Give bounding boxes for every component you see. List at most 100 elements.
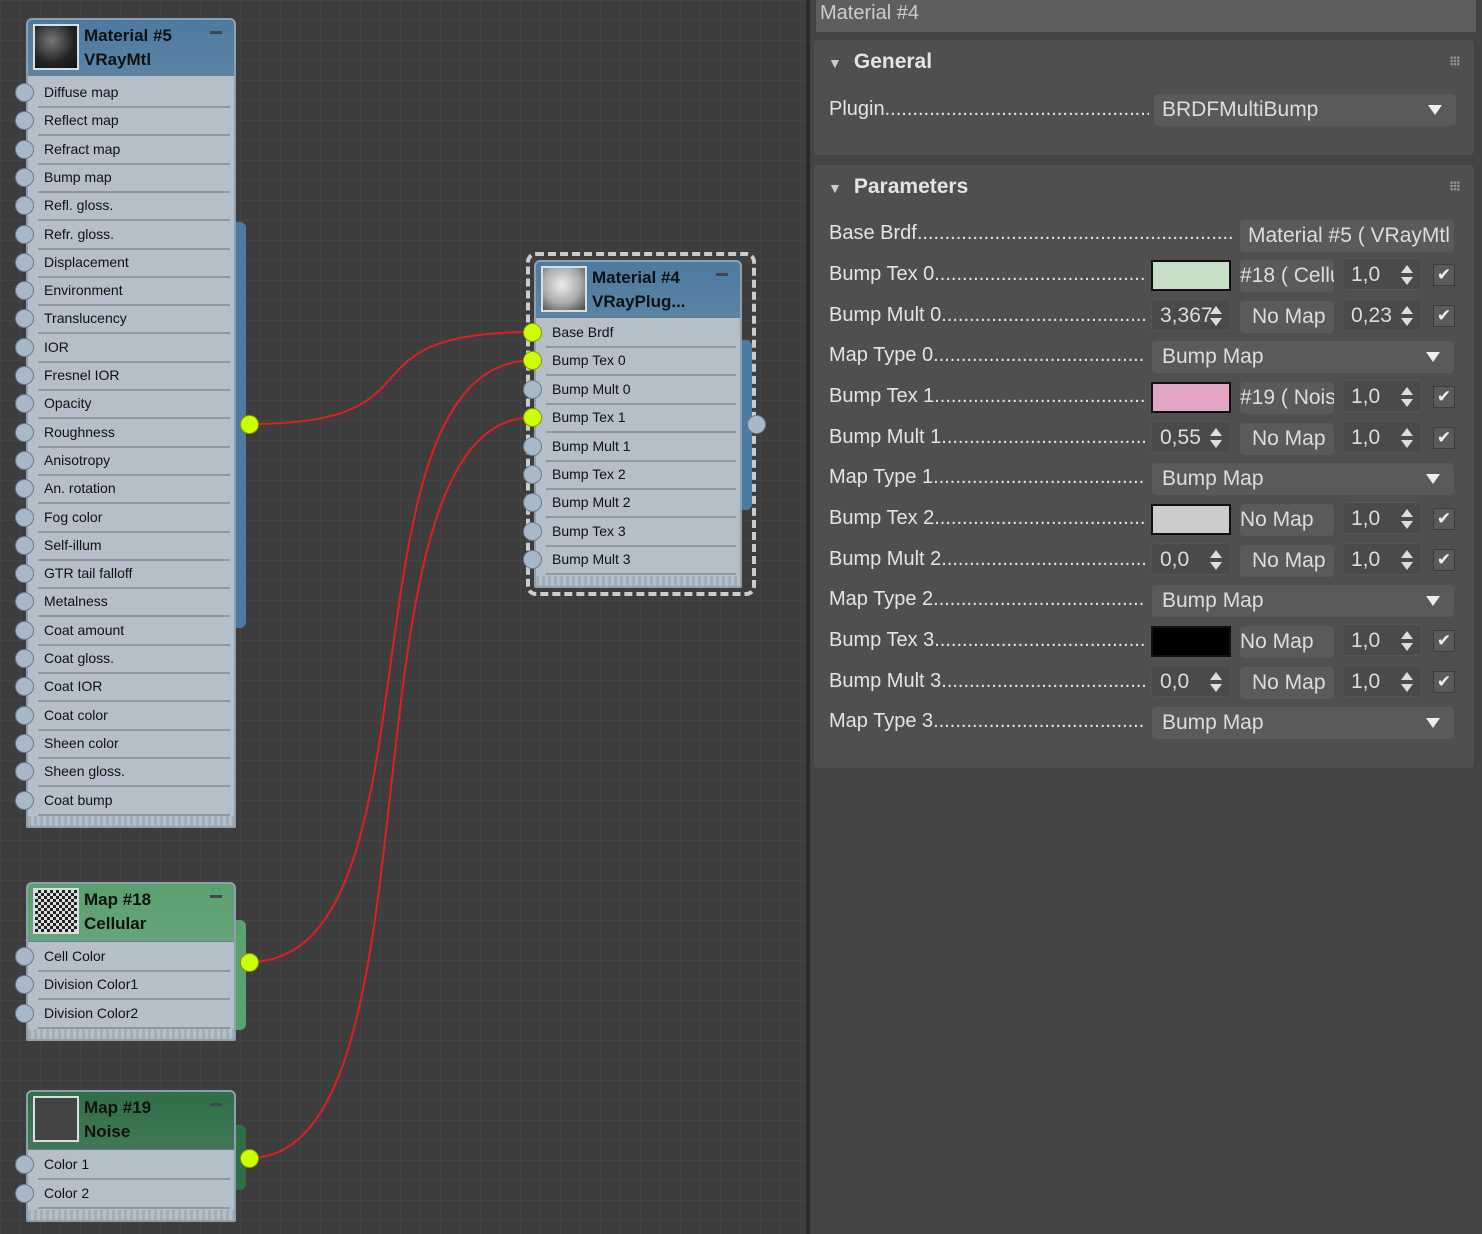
spinner-down-icon[interactable] [1401,684,1413,692]
enable-checkbox[interactable]: ✔ [1433,549,1455,571]
enable-checkbox[interactable]: ✔ [1433,386,1455,408]
slot-row[interactable]: Diffuse map [38,80,230,108]
numeric-spinner[interactable]: 1,0 [1342,258,1422,290]
input-socket[interactable] [523,493,542,513]
spinner-down-icon[interactable] [1210,562,1222,570]
rollout-parameters-header[interactable]: ▼ Parameters [828,175,968,199]
numeric-spinner[interactable]: 1,0 [1342,665,1422,697]
slot-row[interactable]: Bump Tex 0 [546,348,736,377]
slot-row[interactable]: Coat bump [38,788,230,816]
enable-checkbox[interactable]: ✔ [1433,305,1455,327]
input-socket[interactable] [15,705,34,725]
slot-row[interactable]: An. rotation [38,476,230,505]
map-type-dropdown[interactable]: Bump Map [1152,341,1454,373]
output-socket[interactable] [240,953,259,972]
numeric-spinner[interactable]: 1,0 [1342,502,1422,534]
slot-row[interactable]: Bump Mult 1 [546,434,736,462]
slot-row[interactable]: Color 2 [38,1181,230,1209]
texture-map-button[interactable]: No Map [1240,504,1334,536]
slot-row[interactable]: Coat IOR [38,674,230,703]
spinner-down-icon[interactable] [1210,684,1222,692]
resize-grip[interactable] [28,1209,234,1220]
slot-row[interactable]: Environment [38,278,230,307]
input-socket[interactable] [15,733,34,753]
mult-map-button[interactable]: No Map [1240,545,1334,577]
input-socket[interactable] [15,422,34,442]
input-socket[interactable] [15,224,34,244]
input-socket[interactable] [15,1155,34,1174]
output-socket[interactable] [747,415,766,434]
slot-row[interactable]: Division Color1 [38,972,230,1001]
enable-checkbox[interactable]: ✔ [1433,671,1455,693]
spinner-down-icon[interactable] [1401,399,1413,407]
numeric-spinner[interactable]: 0,55 [1151,421,1231,453]
spinner-up-icon[interactable] [1210,306,1222,314]
color-swatch[interactable] [1151,260,1231,291]
map-type-dropdown[interactable]: Bump Map [1152,585,1454,617]
slot-row[interactable]: Refract map [38,137,230,165]
texture-map-button[interactable]: No Map [1240,626,1334,658]
slot-row[interactable]: Base Brdf [546,320,736,348]
input-socket[interactable] [15,309,34,329]
mult-map-button[interactable]: No Map [1240,667,1334,699]
wire-map19-to-mat4[interactable] [248,416,534,1159]
input-socket[interactable] [15,366,34,385]
rollout-general-header[interactable]: ▼ General [828,50,932,74]
input-socket[interactable] [15,564,34,584]
input-socket[interactable] [15,677,34,697]
input-socket[interactable] [15,1183,34,1203]
input-socket[interactable] [523,465,542,484]
spinner-up-icon[interactable] [1401,672,1413,680]
node-editor-canvas[interactable]: Material #5 VRayMtl Diffuse map Reflect map… [0,0,806,1234]
slot-row[interactable]: GTR tail falloff [38,561,230,590]
slot-row[interactable]: Opacity [38,391,230,420]
slot-row[interactable]: Bump Mult 3 [546,547,736,576]
node-header[interactable]: Material #5 VRayMtl [28,20,234,76]
slot-row[interactable]: Roughness [38,420,230,448]
spinner-down-icon[interactable] [1401,277,1413,285]
slot-row[interactable]: Bump Tex 3 [546,519,736,547]
spinner-down-icon[interactable] [1401,521,1413,529]
input-socket[interactable] [523,521,542,541]
output-socket[interactable] [240,1149,259,1168]
slot-row[interactable]: Coat amount [38,618,230,646]
input-socket[interactable] [15,450,34,470]
enable-checkbox[interactable]: ✔ [1433,630,1455,652]
enable-checkbox[interactable]: ✔ [1433,264,1455,286]
spinner-up-icon[interactable] [1210,550,1222,558]
input-socket[interactable] [15,337,34,357]
slot-row[interactable]: IOR [38,335,230,363]
slot-row[interactable]: Division Color2 [38,1001,230,1029]
input-socket[interactable] [15,620,34,640]
input-socket[interactable] [15,790,34,810]
node-header[interactable]: Map #19 Noise [28,1092,234,1150]
spinner-up-icon[interactable] [1401,509,1413,517]
resize-grip[interactable] [536,575,740,586]
spinner-up-icon[interactable] [1210,672,1222,680]
minimize-icon[interactable] [210,31,222,34]
map-type-dropdown[interactable]: Bump Map [1152,707,1454,739]
input-socket[interactable] [523,351,542,371]
spinner-down-icon[interactable] [1401,562,1413,570]
spinner-down-icon[interactable] [1401,440,1413,448]
color-swatch[interactable] [1151,626,1231,657]
input-socket[interactable] [15,139,34,159]
slot-row[interactable]: Anisotropy [38,448,230,476]
input-socket[interactable] [15,649,34,668]
spinner-up-icon[interactable] [1401,550,1413,558]
slot-row[interactable]: Color 1 [38,1152,230,1180]
slot-row[interactable]: Bump Tex 2 [546,462,736,490]
input-socket[interactable] [15,281,34,301]
input-socket[interactable] [15,479,34,499]
slot-row[interactable]: Fog color [38,505,230,533]
wire-map18-to-mat4[interactable] [248,359,534,963]
slot-row[interactable]: Self-illum [38,533,230,561]
slot-row[interactable]: Bump Mult 0 [546,377,736,405]
enable-checkbox[interactable]: ✔ [1433,508,1455,530]
numeric-spinner[interactable]: 0,0 [1151,665,1231,697]
input-socket[interactable] [523,550,542,570]
spinner-up-icon[interactable] [1401,428,1413,436]
color-swatch[interactable] [1151,382,1231,413]
input-socket[interactable] [523,408,542,428]
node-mat4[interactable]: Material #4 VRayPlug... Base Brdf Bump Tex … [534,260,742,588]
